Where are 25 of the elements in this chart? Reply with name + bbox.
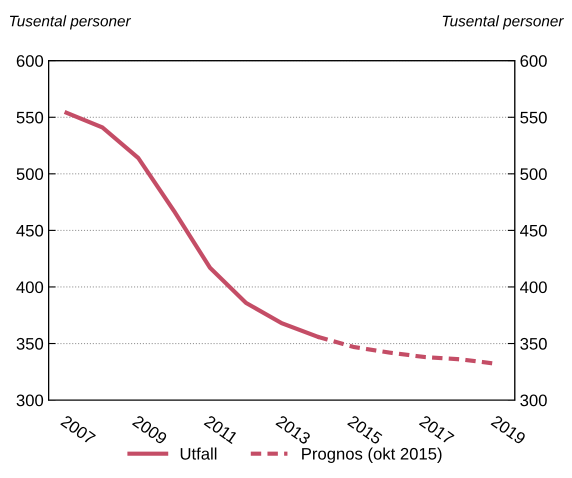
y2-tick-label: 500 — [520, 168, 547, 180]
legend-label: Prognos (okt 2015) — [302, 447, 442, 463]
y-axis-title: Tusental personer — [10, 15, 132, 30]
y-tick-label: 400 — [16, 281, 44, 294]
y-tick-label: 450 — [16, 224, 44, 237]
y2-tick-label: 400 — [520, 281, 547, 294]
y-tick-label: 550 — [16, 112, 44, 124]
y2-tick-label: 550 — [520, 112, 547, 124]
y2-axis-title: Tusental personer — [442, 15, 564, 30]
x-tick-label: 2015 — [347, 414, 383, 445]
x-tick-label: 2019 — [490, 414, 526, 445]
y-tick-label: 350 — [16, 338, 44, 350]
x-tick-label: 2009 — [132, 414, 168, 445]
y2-tick-label: 350 — [520, 338, 547, 350]
y-tick-label: 600 — [16, 55, 44, 67]
y2-tick-label: 300 — [520, 394, 547, 406]
y2-tick-label: 450 — [520, 224, 547, 237]
legend-label: Utfall — [180, 447, 216, 460]
x-tick-label: 2017 — [418, 414, 455, 445]
y-tick-label: 500 — [16, 168, 44, 180]
x-tick-label: 2011 — [204, 414, 238, 444]
x-tick-label: 2007 — [60, 414, 96, 445]
y-tick-label: 300 — [16, 394, 44, 406]
y2-tick-label: 600 — [520, 55, 547, 67]
x-tick-label: 2013 — [275, 414, 312, 445]
